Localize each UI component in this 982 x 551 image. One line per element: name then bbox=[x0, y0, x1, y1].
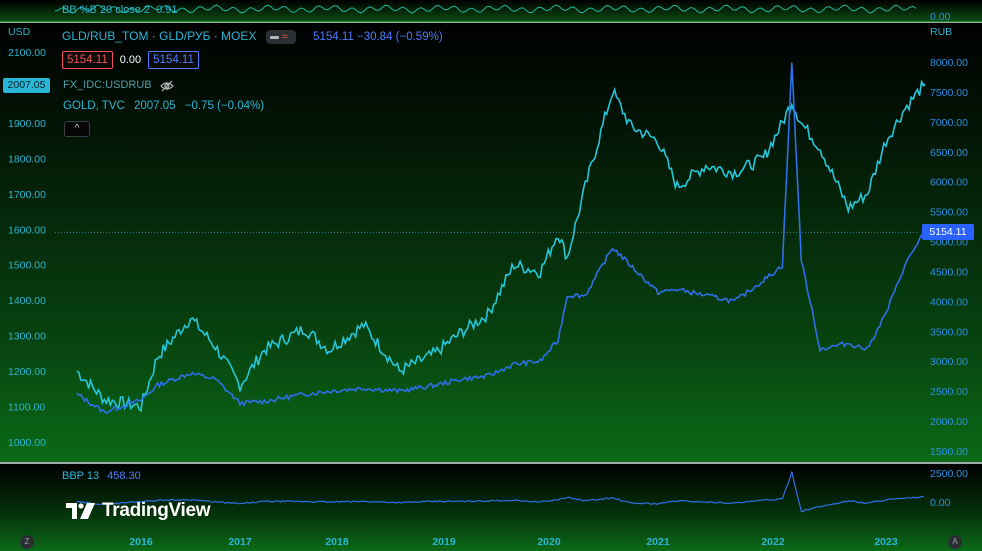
left-axis-tick: 1300.00 bbox=[8, 331, 46, 343]
top-indicator-value: 0.91 bbox=[156, 4, 178, 16]
gold-usd-series-line bbox=[76, 79, 925, 413]
left-axis-tick: 1700.00 bbox=[8, 189, 46, 201]
tradingview-logo[interactable]: TradingView bbox=[66, 500, 211, 522]
overlay-gold-change: −0.75 (−0.04%) bbox=[184, 100, 265, 112]
top-indicator-label: BB %B 20 close 2 bbox=[62, 4, 151, 16]
time-axis-tick: 2022 bbox=[761, 536, 785, 548]
right-axis-tick: 2500.00 bbox=[930, 386, 968, 398]
left-axis-tick: 1400.00 bbox=[8, 295, 46, 307]
left-axis-tick: 1200.00 bbox=[8, 366, 46, 378]
collapse-legend-button[interactable]: ^ bbox=[64, 121, 90, 137]
bbp-label: BBP 13 bbox=[62, 470, 100, 482]
right-axis-tick: 3000.00 bbox=[930, 356, 968, 368]
right-axis-tick: 8000.00 bbox=[930, 57, 968, 69]
bbp-legend[interactable]: BBP 13 458.30 bbox=[62, 470, 141, 482]
bbp-axis-tick: 0.00 bbox=[930, 497, 951, 509]
buy-button[interactable]: 5154.11 bbox=[148, 51, 199, 69]
main-price-pane bbox=[0, 22, 982, 462]
time-axis-tick: 2023 bbox=[874, 536, 898, 548]
right-axis-tick: 4000.00 bbox=[930, 296, 968, 308]
time-axis-tick: 2020 bbox=[537, 536, 561, 548]
right-axis-unit[interactable]: RUB bbox=[930, 26, 953, 38]
symbol-actions-chip[interactable]: ≈ bbox=[265, 29, 296, 44]
time-axis-tick: 2018 bbox=[325, 536, 349, 548]
gold-rub-series-line bbox=[76, 62, 925, 415]
tradingview-logo-icon bbox=[66, 503, 95, 519]
overlay-gold-row[interactable]: GOLD, TVC 2007.05 −0.75 (−0.04%) bbox=[63, 100, 264, 112]
left-axis-tick: 1500.00 bbox=[8, 260, 46, 272]
overlay-gold-last: 2007.05 bbox=[133, 100, 176, 112]
left-axis-tick: 1100.00 bbox=[8, 402, 45, 414]
time-axis-tick: 2021 bbox=[646, 536, 670, 548]
right-axis-tick: 5500.00 bbox=[930, 207, 968, 219]
symbol-legend[interactable]: GLD/RUB_TOM · GLD/РУБ · MOEX ≈ 5154.11 −… bbox=[62, 29, 443, 44]
right-axis-tick: 7000.00 bbox=[930, 117, 968, 129]
left-axis-tick: 1900.00 bbox=[8, 118, 46, 130]
left-axis-tick: 2100.00 bbox=[8, 47, 46, 59]
top-indicator-legend[interactable]: BB %B 20 close 2 0.91 bbox=[62, 4, 177, 16]
left-axis-unit[interactable]: USD bbox=[8, 26, 31, 38]
right-axis-tick: 1500.00 bbox=[930, 446, 968, 458]
sell-button[interactable]: 5154.11 bbox=[62, 51, 113, 69]
bbp-series-line bbox=[76, 471, 924, 513]
hidden-eye-icon[interactable] bbox=[159, 80, 174, 92]
gold-usd-last-point bbox=[922, 83, 926, 87]
right-axis-tick: 2000.00 bbox=[930, 416, 968, 428]
right-price-badge: 5154.11 bbox=[922, 224, 974, 240]
left-axis-tick: 1000.00 bbox=[8, 437, 46, 449]
minus-icon bbox=[269, 35, 279, 39]
timezone-corner-button[interactable]: Z bbox=[20, 535, 34, 549]
time-axis-tick: 2019 bbox=[432, 536, 456, 548]
auto-scale-button[interactable]: A bbox=[948, 535, 962, 549]
left-axis-tick: 1800.00 bbox=[8, 153, 46, 165]
spread-value: 0.00 bbox=[119, 54, 142, 66]
top-indicator-axis-tick: 0.00 bbox=[930, 11, 951, 23]
bbp-value: 458.30 bbox=[107, 470, 141, 482]
right-axis-tick: 3500.00 bbox=[930, 326, 968, 338]
top-indicator-line bbox=[54, 4, 917, 14]
left-axis-tick: 1600.00 bbox=[8, 224, 46, 236]
pane-divider-top[interactable] bbox=[0, 22, 982, 23]
price-change: −30.84 (−0.59%) bbox=[356, 31, 443, 43]
symbol-title[interactable]: GLD/RUB_TOM · GLD/РУБ · MOEX bbox=[62, 29, 257, 43]
last-price: 5154.11 bbox=[313, 31, 354, 43]
bbp-axis-tick: 2500.00 bbox=[930, 468, 968, 480]
time-axis-tick: 2017 bbox=[228, 536, 252, 548]
pane-divider-bottom[interactable] bbox=[0, 462, 982, 463]
wave-icon: ≈ bbox=[281, 30, 288, 43]
overlay-usdrub-row[interactable]: FX_IDC:USDRUB bbox=[63, 79, 174, 92]
right-axis-tick: 4500.00 bbox=[930, 266, 968, 278]
tradingview-logo-text: TradingView bbox=[102, 500, 211, 521]
right-axis-tick: 6000.00 bbox=[930, 177, 968, 189]
overlay-usdrub-label: FX_IDC:USDRUB bbox=[63, 79, 152, 91]
right-axis-tick: 7500.00 bbox=[930, 87, 968, 99]
right-axis-tick: 6500.00 bbox=[930, 147, 968, 159]
bid-ask-row: 5154.11 0.00 5154.11 bbox=[62, 51, 199, 69]
top-indicator-pane bbox=[0, 0, 982, 22]
time-axis-tick: 2016 bbox=[129, 536, 153, 548]
left-price-badge: 2007.05 bbox=[3, 78, 50, 93]
overlay-gold-name: GOLD, TVC bbox=[63, 100, 125, 112]
